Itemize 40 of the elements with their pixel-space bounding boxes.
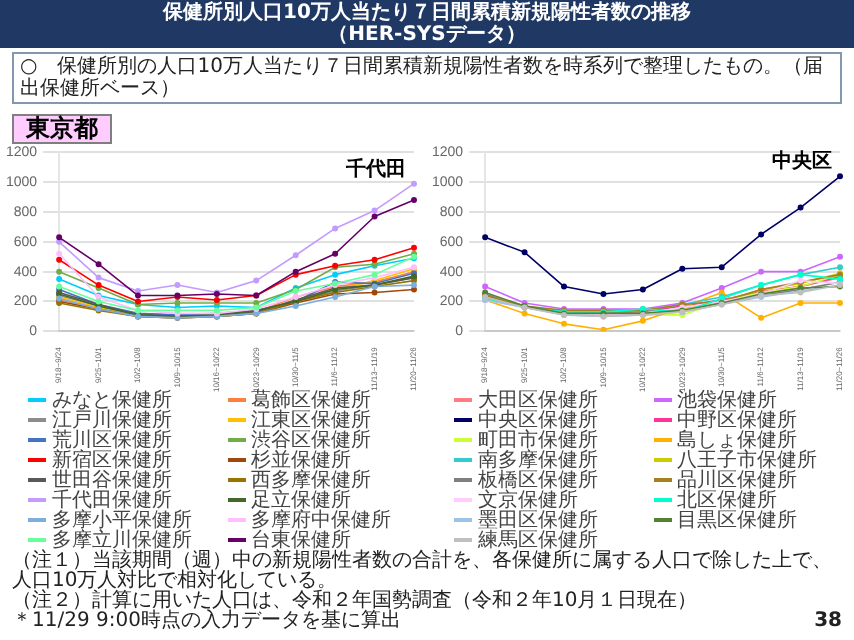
legend-label: 足立保健所 (251, 490, 351, 512)
legend-label: 北区保健所 (677, 490, 777, 512)
legend-label: 葛飾区保健所 (251, 390, 371, 412)
legend-label: 千代田保健所 (52, 490, 172, 512)
legend-label: 町田市保健所 (478, 430, 598, 452)
legend-label: 八王子市保健所 (677, 450, 817, 472)
legend-label: 文京保健所 (478, 490, 578, 512)
legend-label: 多摩立川保健所 (52, 530, 192, 552)
legend-label: 墨田区保健所 (478, 510, 598, 532)
legend-label: 南多摩保健所 (478, 450, 598, 472)
legend-label: 多摩府中保健所 (251, 510, 391, 532)
legend-label: 台東保健所 (251, 530, 351, 552)
text: 東京都 (12, 114, 112, 144)
text: （注１）当該期間（週）中の新規陽性者数の合計を、各保健所に属する人口で除した上で、人口10万人対比で相対化している。 (12, 550, 834, 592)
legend-label: 島しょ保健所 (677, 430, 797, 452)
text: 38 (814, 610, 842, 632)
annotation: 千代田 (344, 156, 406, 181)
legend-label: 品川区保健所 (677, 470, 797, 492)
legend-label: 世田谷保健所 (52, 470, 172, 492)
legend-label: 西多摩保健所 (251, 470, 371, 492)
legend-label: 中央区保健所 (478, 410, 598, 432)
text: ＊11/29 9:00時点の入力データを基に算出 (12, 610, 401, 632)
legend-label: 目黒区保健所 (677, 510, 797, 532)
legend-label: 江東区保健所 (251, 410, 371, 432)
chart-title: 保健所別人口10万人当たり７日間累積新規陽性者数の推移（HER-SYSデータ） (160, 2, 693, 46)
legend-label: 大田区保健所 (478, 390, 598, 412)
legend-label: 杉並保健所 (251, 450, 351, 472)
chart-subtitle: ○ 保健所別の人口10万人当たり７日間累積新規陽性者数を時系列で整理したもの。（届出保健所ベース） (12, 52, 842, 104)
legend-label: 練馬区保健所 (478, 530, 598, 552)
legend-label: 多摩小平保健所 (52, 510, 192, 532)
legend-label: 中野区保健所 (677, 410, 797, 432)
legend-label: 渋谷区保健所 (251, 430, 371, 452)
legend-label: 新宿区保健所 (52, 450, 172, 472)
legend-label: 江戸川保健所 (52, 410, 172, 432)
legend-label: みなと保健所 (52, 390, 172, 412)
legend-label: 板橋区保健所 (478, 470, 598, 492)
annotation: 中央区 (772, 149, 832, 174)
legend-label: 池袋保健所 (677, 390, 777, 412)
legend-label: 荒川区保健所 (52, 430, 172, 452)
text: （注２）計算に用いた人口は、令和２年国勢調査（令和２年10月１日現在） (12, 590, 698, 612)
